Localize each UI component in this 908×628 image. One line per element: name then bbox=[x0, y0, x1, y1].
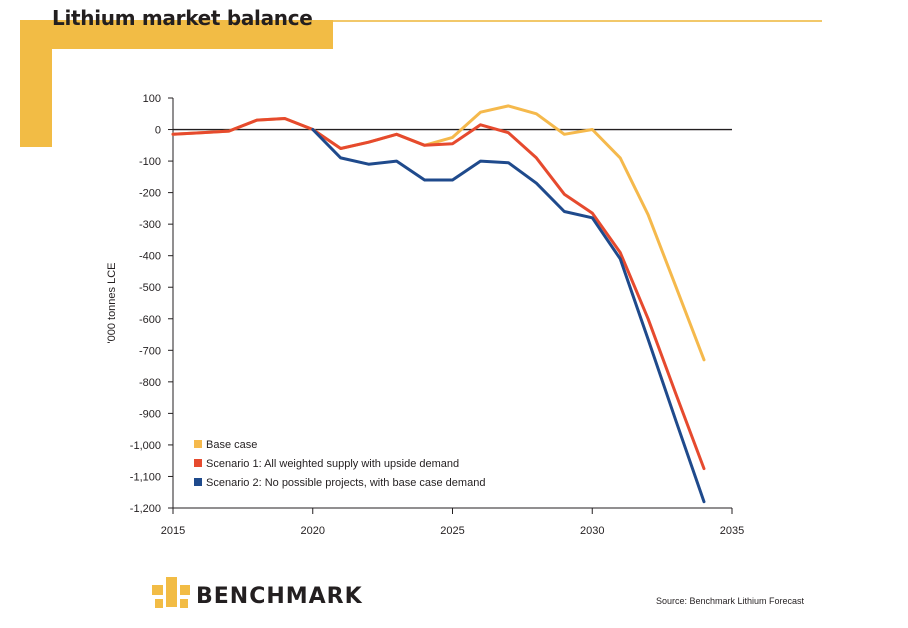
legend-swatch bbox=[194, 478, 202, 486]
y-tick-label: -600 bbox=[139, 314, 161, 326]
y-axis: 100 0 -100 -200 -300 -400 -500 -600 -700 -800 -900… bbox=[130, 93, 174, 515]
decorative-accent-bar-horizontal bbox=[20, 20, 333, 49]
legend-label: Scenario 1: All weighted supply with ups… bbox=[206, 458, 459, 470]
y-tick-label: -1,200 bbox=[130, 503, 161, 515]
page-title: Lithium market balance bbox=[52, 6, 313, 30]
y-tick-label: -100 bbox=[139, 156, 161, 168]
decorative-header-rule bbox=[333, 20, 822, 22]
y-tick-label: -300 bbox=[139, 219, 161, 231]
x-tick-label: 2015 bbox=[161, 525, 185, 537]
x-tick-label: 2025 bbox=[440, 525, 464, 537]
series-layer bbox=[171, 104, 732, 504]
y-tick-label: -200 bbox=[139, 188, 161, 200]
x-tick-label: 2030 bbox=[580, 525, 604, 537]
x-tick-label: 2035 bbox=[720, 525, 744, 537]
y-tick-label: -800 bbox=[139, 377, 161, 389]
y-tick-label: 0 bbox=[155, 125, 161, 137]
y-tick-label: -700 bbox=[139, 345, 161, 357]
series-line-scenario-1 bbox=[171, 117, 706, 471]
benchmark-logo-text: BENCHMARK bbox=[196, 584, 363, 609]
x-axis: 2015 2020 2025 2030 2035 bbox=[161, 507, 744, 537]
source-note: Source: Benchmark Lithium Forecast bbox=[655, 596, 804, 606]
series-line-scenario-2 bbox=[311, 128, 706, 504]
y-tick-label: -400 bbox=[139, 251, 161, 263]
legend-label: Base case bbox=[206, 439, 257, 451]
legend-swatch bbox=[194, 440, 202, 448]
y-tick-label: -1,000 bbox=[130, 440, 161, 452]
y-tick-label: -1,100 bbox=[130, 471, 161, 483]
legend-label: Scenario 2: No possible projects, with b… bbox=[206, 477, 485, 489]
benchmark-logo-icon bbox=[152, 577, 190, 608]
x-tick-label: 2020 bbox=[301, 525, 325, 537]
y-tick-label: -900 bbox=[139, 408, 161, 420]
legend: Base case Scenario 1: All weighted supply… bbox=[194, 439, 485, 489]
y-tick-label: 100 bbox=[143, 93, 161, 105]
y-tick-label: -500 bbox=[139, 282, 161, 294]
legend-swatch bbox=[194, 459, 202, 467]
y-axis-title: '000 tonnes LCE bbox=[106, 263, 118, 344]
